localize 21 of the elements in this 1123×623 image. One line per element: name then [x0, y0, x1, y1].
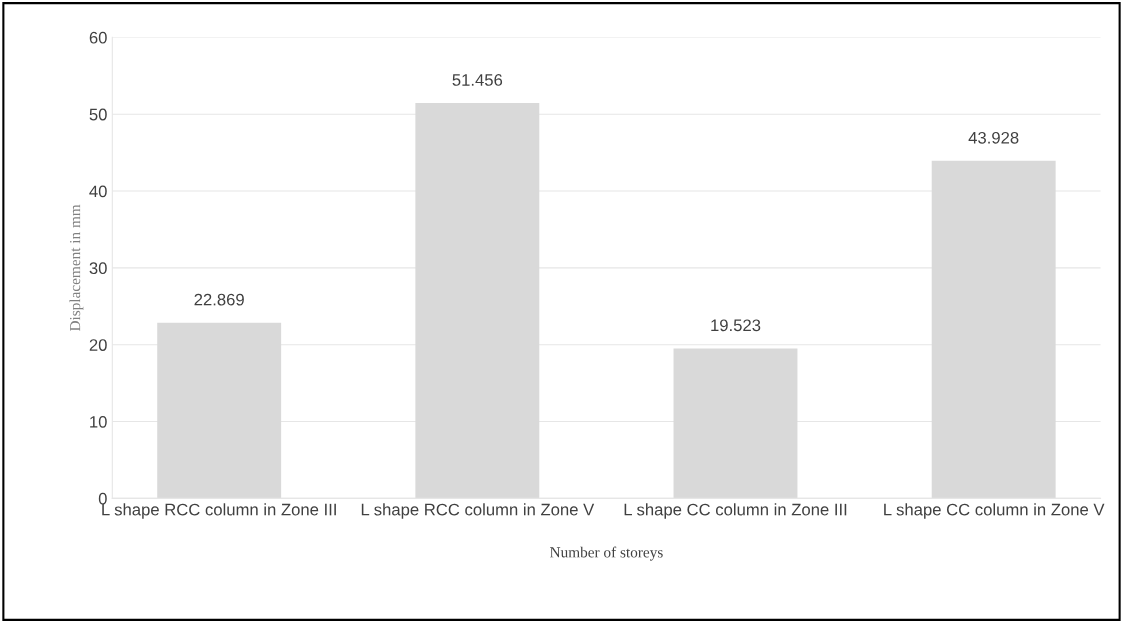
y-tick-label: 40: [89, 185, 107, 198]
y-tick-label: 30: [89, 262, 107, 275]
x-tick-label: L shape CC column in Zone III: [624, 503, 847, 519]
y-axis-title: Displacement in mm: [69, 204, 84, 332]
y-tick-label: 0: [98, 492, 107, 505]
y-tick-label: 10: [90, 415, 107, 428]
bar: [415, 103, 540, 499]
data-label: 43.928: [968, 131, 1019, 144]
bar: [157, 322, 282, 499]
x-axis-title: Number of storeys: [550, 546, 663, 561]
bar: [931, 160, 1056, 499]
data-label: 51.456: [452, 74, 503, 86]
y-tick-label: 20: [89, 339, 107, 351]
x-tick-label: L shape RCC column in Zone III: [102, 503, 336, 519]
x-tick-label: L shape RCC column in Zone V: [361, 503, 595, 519]
data-label: 19.523: [711, 319, 761, 332]
y-tick-label: 50: [89, 108, 107, 121]
data-label: 22.869: [194, 293, 244, 306]
bar: [673, 348, 798, 499]
x-tick-label: L shape CC column in Zone V: [884, 503, 1105, 519]
y-tick-label: 60: [89, 31, 107, 44]
